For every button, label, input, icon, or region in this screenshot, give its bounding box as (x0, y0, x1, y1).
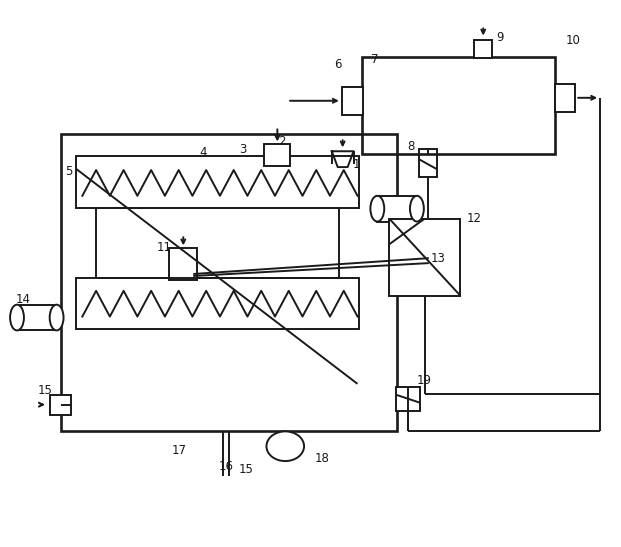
Text: 8: 8 (407, 140, 414, 153)
Text: 3: 3 (238, 143, 246, 156)
Text: 13: 13 (431, 252, 446, 265)
Text: 11: 11 (156, 241, 171, 254)
Bar (76, 156, 358, 208)
Ellipse shape (370, 196, 384, 222)
Text: 17: 17 (171, 444, 186, 457)
Bar (50, 395, 71, 415)
Text: 4: 4 (199, 146, 207, 159)
Bar (474, 40, 492, 58)
Text: 15: 15 (38, 385, 53, 397)
Bar (363, 57, 556, 154)
Text: 1: 1 (353, 158, 360, 171)
Bar (170, 248, 197, 280)
Text: 5: 5 (65, 165, 73, 178)
Bar (389, 219, 460, 296)
Ellipse shape (266, 432, 304, 461)
Bar (556, 84, 575, 112)
Text: 19: 19 (417, 374, 432, 387)
Bar (378, 196, 417, 222)
Bar (76, 278, 358, 329)
Bar (61, 135, 397, 432)
Bar (419, 149, 437, 177)
Text: 2: 2 (278, 135, 286, 148)
Text: 12: 12 (466, 212, 481, 225)
Ellipse shape (410, 196, 424, 222)
Bar (342, 87, 363, 115)
Bar (396, 387, 420, 411)
Bar (17, 305, 57, 330)
Text: 16: 16 (219, 459, 234, 473)
Text: 7: 7 (371, 53, 379, 66)
Text: 9: 9 (496, 31, 504, 44)
Text: 6: 6 (333, 57, 342, 71)
Text: 15: 15 (238, 463, 253, 476)
Text: 14: 14 (16, 293, 31, 306)
Ellipse shape (50, 305, 63, 330)
Ellipse shape (10, 305, 24, 330)
Bar (265, 144, 290, 166)
Text: 18: 18 (315, 452, 330, 464)
Text: 10: 10 (565, 34, 580, 47)
